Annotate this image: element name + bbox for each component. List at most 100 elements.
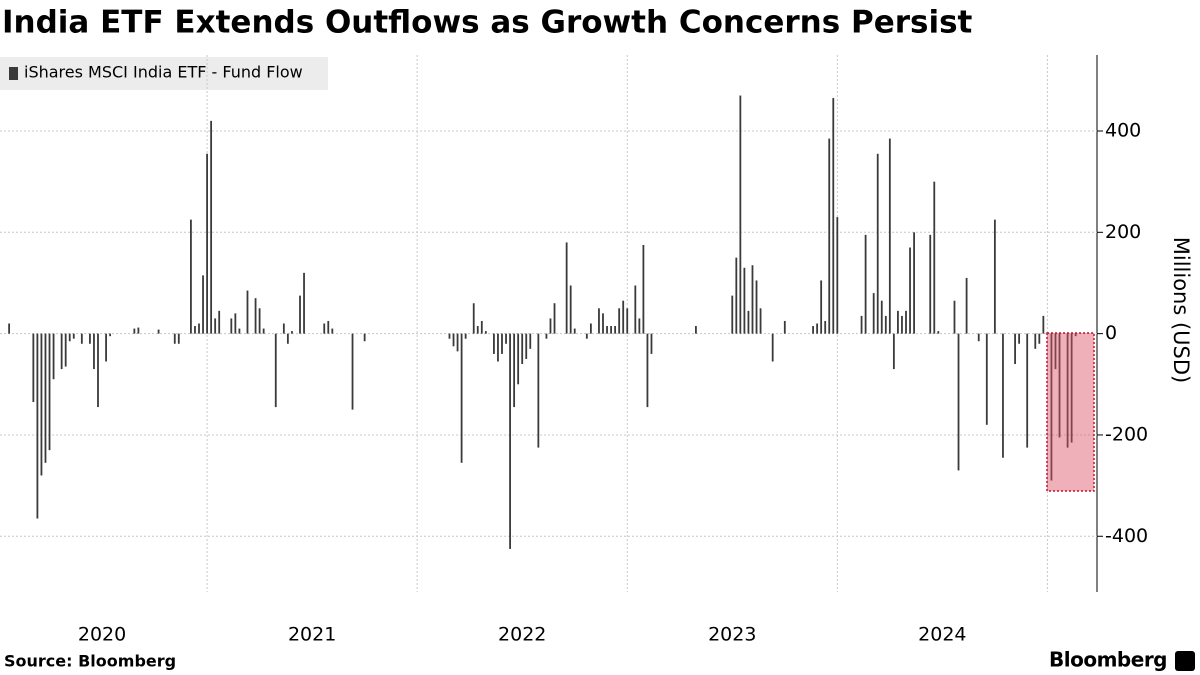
bar — [743, 267, 746, 334]
bar — [771, 333, 774, 362]
bar — [529, 333, 532, 349]
bar — [238, 328, 241, 334]
bar — [622, 300, 625, 334]
bar — [452, 333, 455, 347]
bar — [456, 333, 459, 352]
bar — [1070, 333, 1073, 443]
bar — [363, 333, 366, 342]
bar — [573, 328, 576, 334]
chart-title: India ETF Extends Outflows as Growth Con… — [2, 5, 973, 41]
x-tick-label: 2020 — [78, 624, 126, 646]
bar — [472, 303, 475, 334]
bar — [965, 277, 968, 334]
bar — [739, 95, 742, 334]
bar — [137, 327, 140, 334]
bar — [864, 234, 867, 334]
bar — [977, 333, 980, 342]
bar — [464, 333, 467, 339]
bar — [36, 333, 39, 519]
bar — [97, 333, 99, 408]
bar — [569, 285, 572, 334]
bar — [614, 326, 617, 334]
bar — [957, 333, 960, 471]
bar — [286, 333, 289, 344]
bar — [828, 138, 831, 334]
bar — [1054, 333, 1057, 370]
bar — [254, 298, 257, 334]
bar — [1066, 333, 1069, 448]
bar — [210, 120, 213, 334]
bar — [291, 331, 293, 334]
bar — [202, 275, 204, 334]
bar — [695, 326, 697, 334]
y-tick-label: -200 — [1105, 423, 1148, 445]
bar — [747, 310, 750, 334]
bar — [909, 247, 911, 334]
bar — [820, 280, 823, 334]
bar — [812, 326, 814, 334]
bar — [553, 303, 556, 334]
bar — [133, 328, 136, 334]
bar — [880, 300, 883, 334]
bar — [860, 315, 863, 334]
bar — [509, 333, 511, 549]
bar — [549, 318, 552, 334]
y-tick-label: 400 — [1105, 119, 1141, 141]
x-tick-label: 2022 — [498, 624, 546, 646]
y-tick-label: 200 — [1105, 221, 1141, 243]
bar — [32, 333, 35, 403]
bar — [598, 308, 600, 334]
bar — [351, 333, 354, 410]
bar — [602, 313, 604, 334]
bar — [323, 323, 326, 334]
bar — [985, 333, 988, 425]
bar — [993, 219, 996, 334]
bar — [258, 308, 261, 334]
brand: Bloomberg — [1049, 648, 1167, 672]
bar — [218, 310, 221, 334]
bar — [751, 265, 754, 334]
bar — [884, 315, 887, 334]
bar — [327, 320, 330, 334]
bar — [484, 331, 487, 334]
bar — [109, 333, 112, 337]
y-axis-label: Millions (USD) — [1169, 237, 1193, 384]
plot-area: -400 -200 0 200 400 2020 2021 2022 2023 2024 — [0, 55, 1148, 646]
bar — [525, 333, 528, 359]
x-tick-label: 2024 — [918, 624, 966, 646]
bar — [64, 333, 67, 367]
bar — [246, 290, 249, 334]
bar — [888, 138, 891, 334]
bar — [48, 333, 51, 451]
bar — [638, 318, 641, 334]
bar — [505, 333, 507, 344]
bar — [816, 323, 819, 334]
legend-label: iShares MSCI India ETF - Fund Flow — [24, 63, 303, 82]
source: Source: Bloomberg — [4, 652, 176, 671]
bar — [783, 320, 786, 334]
bar — [52, 333, 55, 380]
y-tick-label: -400 — [1105, 525, 1148, 547]
bar — [89, 333, 91, 344]
bar — [824, 320, 827, 334]
bar — [173, 333, 176, 344]
bar — [589, 323, 592, 334]
bar — [929, 234, 932, 334]
bar — [194, 326, 196, 334]
bar — [735, 257, 738, 334]
bar — [1038, 333, 1041, 344]
bar — [1034, 333, 1037, 349]
bar — [476, 326, 479, 334]
bar — [933, 181, 936, 334]
bar — [521, 333, 524, 365]
bar — [93, 333, 95, 370]
y-tick-label: 0 — [1105, 322, 1117, 344]
bar — [905, 310, 907, 334]
x-tick-label: 2023 — [708, 624, 756, 646]
bar — [448, 333, 451, 339]
bar — [537, 333, 540, 448]
bar — [892, 333, 895, 370]
bar — [901, 315, 903, 334]
